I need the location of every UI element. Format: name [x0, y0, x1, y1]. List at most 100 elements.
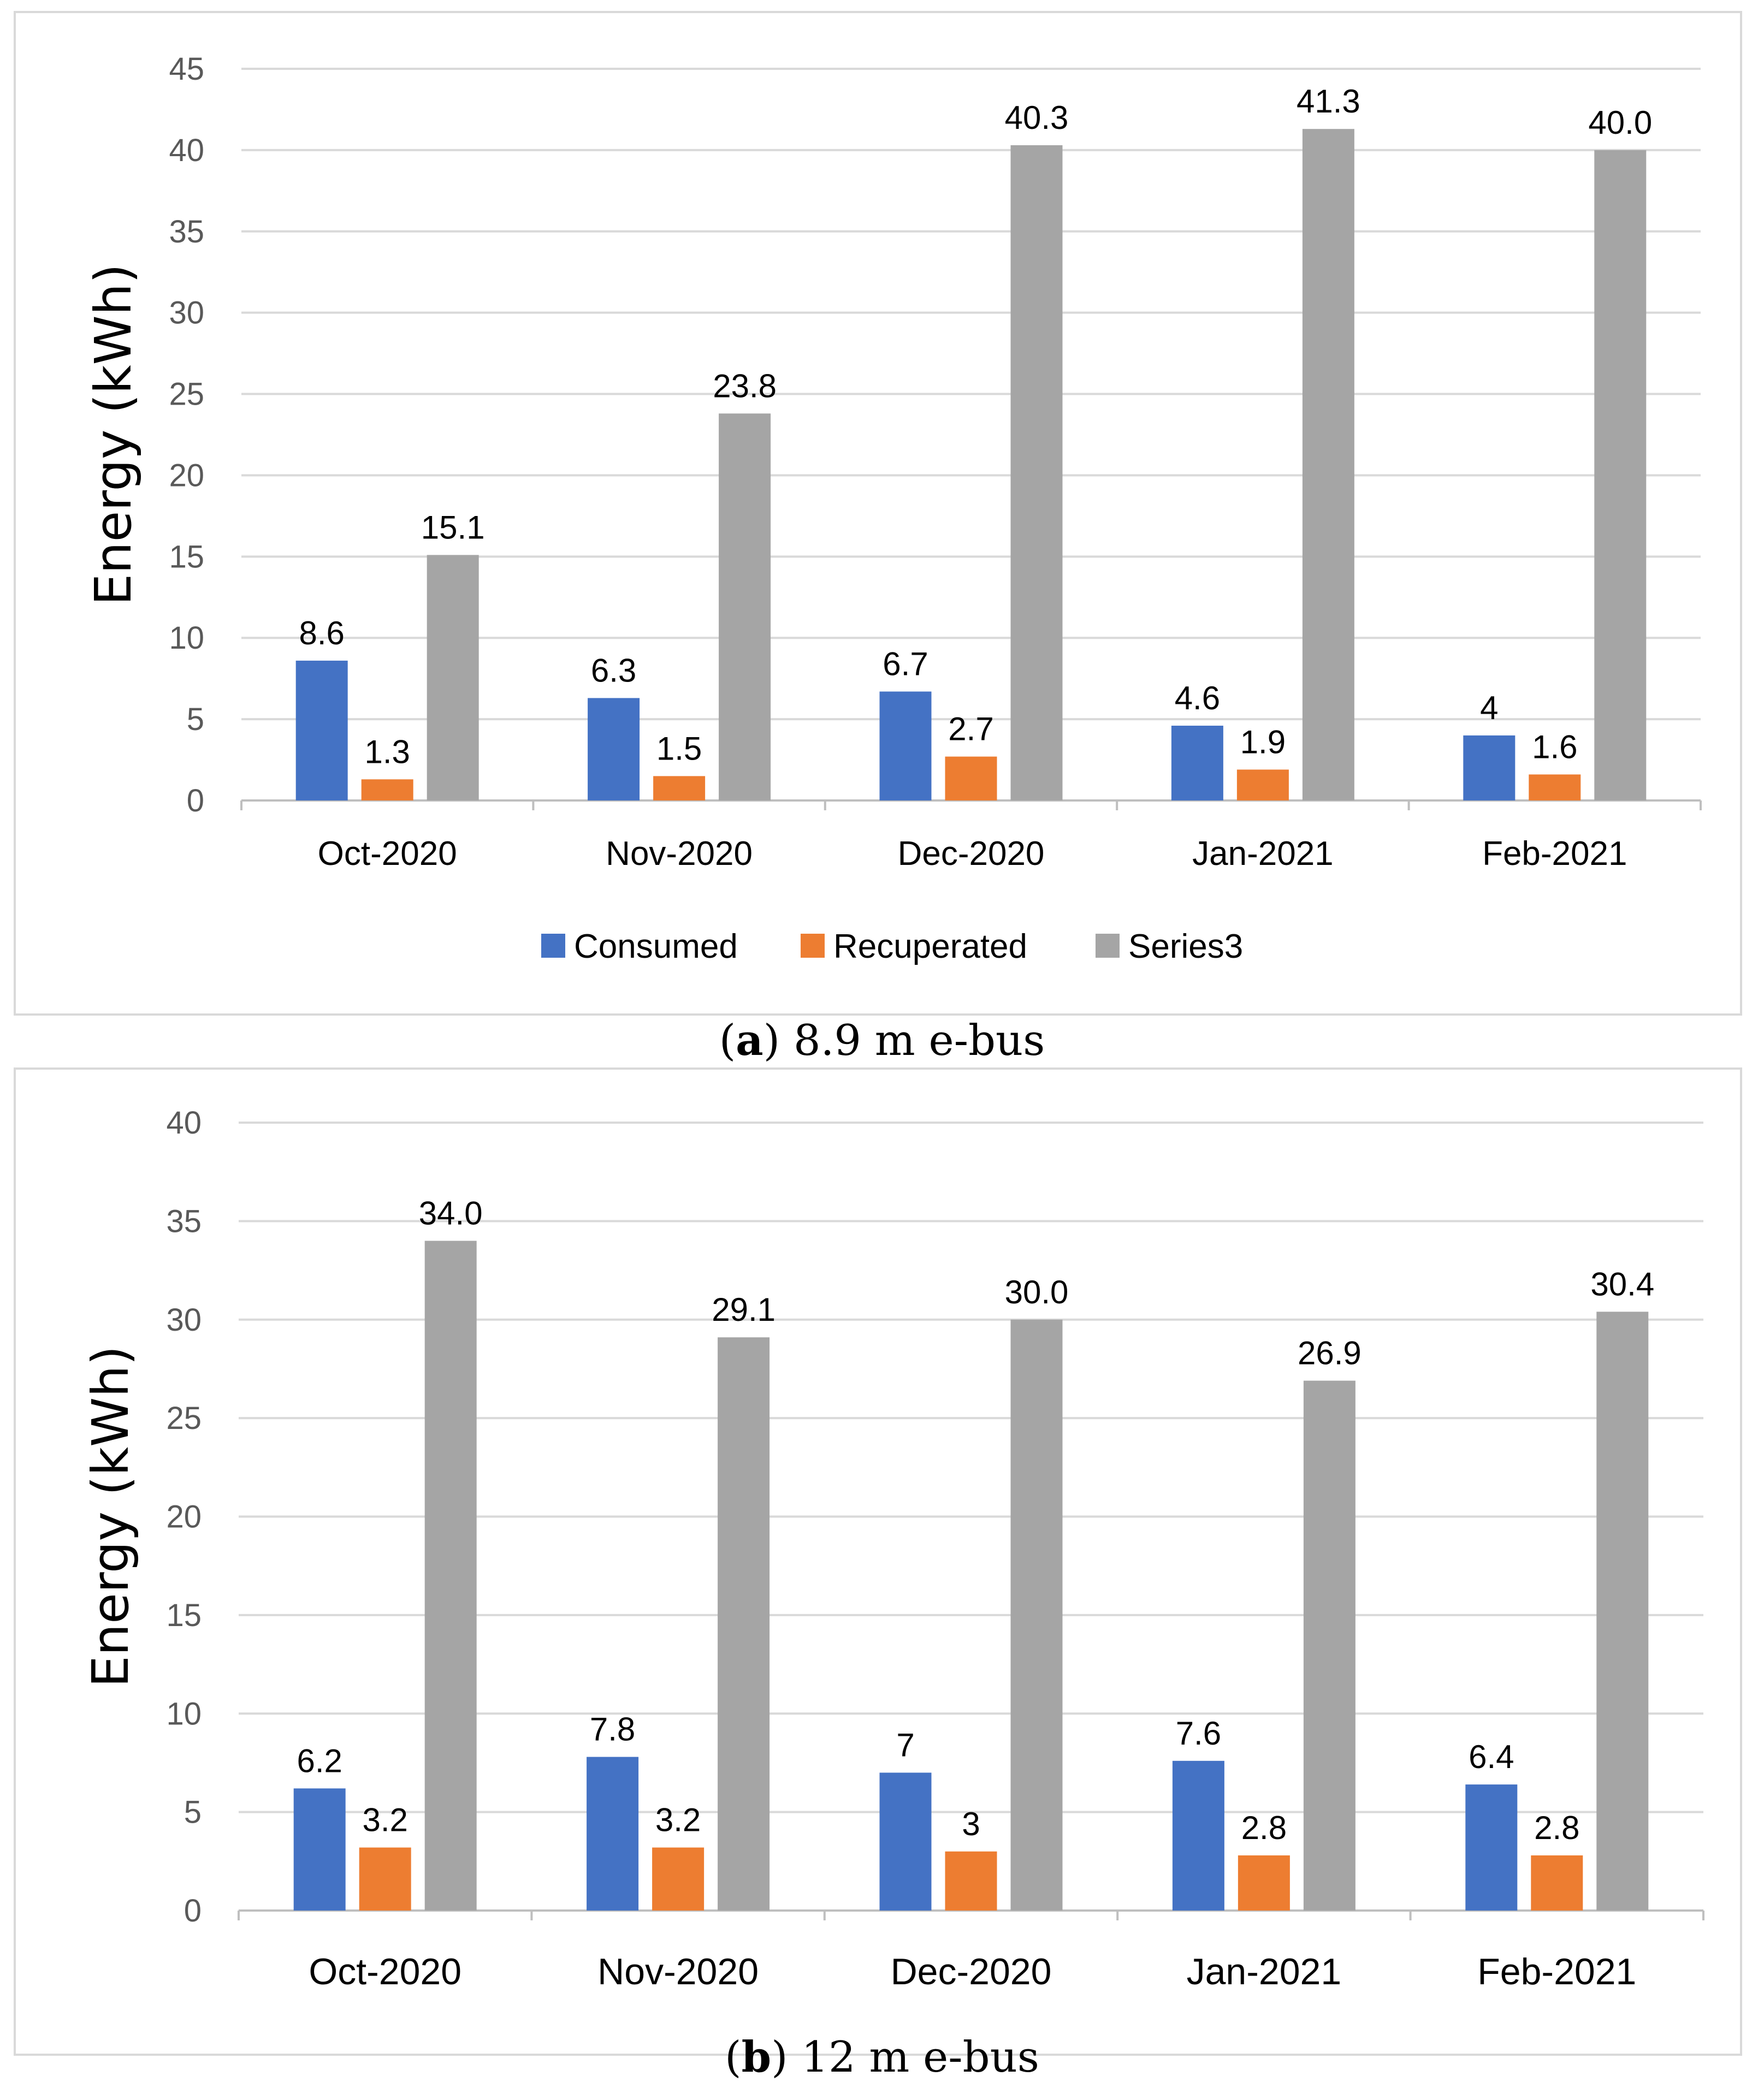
- chart-a-ytick-label: 40: [169, 133, 204, 168]
- chart-a-data-label: 23.8: [713, 367, 777, 404]
- chart-b-data-label: 7.8: [590, 1711, 635, 1748]
- chart-a-data-label: 4.6: [1175, 680, 1220, 716]
- chart-a-legend-swatch-consumed: [541, 934, 565, 958]
- chart-a-ytick-label: 25: [169, 377, 204, 412]
- chart-a-xtick-label: Feb-2021: [1482, 835, 1627, 873]
- chart-a-ytick-label: 10: [169, 620, 204, 656]
- chart-b-ytick-label: 15: [166, 1598, 202, 1633]
- chart-b: 0 5 10 15 20 25 30 35 40 6.2 3.2 34.0 Oct-2020 7.8 3.2…: [81, 1105, 1704, 1992]
- chart-a-bar-recuperated: [1236, 769, 1289, 800]
- chart-b-ytick-label: 40: [166, 1105, 202, 1141]
- chart-b-data-label: 2.8: [1534, 1810, 1579, 1846]
- chart-a-bar-series3: [1010, 145, 1063, 800]
- chart-b-data-label: 3.2: [655, 1802, 701, 1838]
- chart-b-bar-series3: [424, 1241, 477, 1911]
- chart-b-bar-recuperated: [1531, 1855, 1583, 1911]
- chart-a-data-label: 1.6: [1532, 728, 1577, 765]
- chart-a-legend-label: Series3: [1128, 928, 1243, 965]
- chart-a-data-label: 6.3: [591, 652, 636, 689]
- chart-a-legend-label: Consumed: [574, 928, 738, 965]
- chart-b-data-label: 7.6: [1176, 1715, 1221, 1752]
- chart-a-data-label: 1.3: [364, 733, 410, 770]
- chart-b-bar-series3: [1010, 1319, 1063, 1911]
- chart-a-data-label: 2.7: [948, 711, 993, 748]
- chart-b-ytick-label: 10: [166, 1696, 202, 1731]
- chart-a-data-label: 6.7: [883, 645, 928, 682]
- chart-a-ytick-label: 45: [169, 51, 204, 87]
- chart-b-bar-consumed: [293, 1788, 346, 1911]
- chart-a-ytick-label: 35: [169, 214, 204, 250]
- caption-a-text: 8.9 m e-bus: [780, 1016, 1045, 1065]
- chart-b-ytick-label: 20: [166, 1499, 202, 1535]
- chart-b-xtick-label: Jan-2021: [1187, 1951, 1342, 1992]
- chart-a-xtick-label: Dec-2020: [898, 835, 1045, 873]
- chart-a-ytick-label: 30: [169, 295, 204, 331]
- chart-b-xtick-label: Dec-2020: [891, 1951, 1052, 1992]
- chart-a-data-label: 8.6: [299, 615, 344, 651]
- chart-a-data-label: 40.3: [1005, 99, 1069, 136]
- chart-b-xtick-label: Nov-2020: [597, 1951, 759, 1992]
- chart-a-xtick-label: Jan-2021: [1192, 835, 1334, 873]
- chart-a-bar-recuperated: [945, 756, 997, 800]
- chart-a-bar-recuperated: [653, 776, 706, 800]
- chart-a-data-label: 1.9: [1240, 723, 1286, 760]
- chart-a-data-label: 41.3: [1297, 83, 1360, 120]
- chart-a-ytick-label: 15: [169, 539, 204, 574]
- chart-b-bar-consumed: [1465, 1784, 1518, 1911]
- chart-a-bar-series3: [1302, 129, 1354, 801]
- chart-a-bar-series3: [719, 413, 771, 800]
- chart-a-bar-consumed: [588, 698, 640, 800]
- chart-b-bar-series3: [1303, 1380, 1355, 1911]
- chart-a-bar-series3: [1594, 150, 1647, 800]
- chart-b-bar-consumed: [1172, 1760, 1224, 1911]
- chart-b-data-label: 3.2: [362, 1802, 407, 1838]
- chart-b-bar-series3: [718, 1337, 770, 1911]
- chart-b-bar-recuperated: [359, 1847, 411, 1911]
- chart-b-ytick-label: 0: [184, 1893, 202, 1929]
- caption-a: (a) 8.9 m e-bus: [719, 1016, 1045, 1065]
- chart-b-data-label: 6.2: [297, 1742, 342, 1779]
- chart-b-data-label: 3: [962, 1806, 980, 1842]
- chart-b-bar-recuperated: [1238, 1855, 1290, 1911]
- chart-b-data-label: 30.4: [1590, 1266, 1654, 1302]
- chart-b-data-label: 34.0: [419, 1195, 483, 1231]
- chart-a-bar-series3: [427, 555, 479, 800]
- chart-a-legend-swatch-recuperated: [801, 934, 825, 958]
- chart-b-y-axis-label: Energy (kWh): [81, 1346, 140, 1688]
- chart-a-bar-consumed: [879, 691, 932, 800]
- chart-a-legend-label: Recuperated: [833, 928, 1027, 965]
- caption-b: (b) 12 m e-bus: [725, 2032, 1039, 2082]
- chart-a-ytick-label: 5: [187, 702, 204, 737]
- chart-a-bar-recuperated: [361, 779, 413, 800]
- chart-a-bar-recuperated: [1529, 774, 1581, 800]
- chart-b-data-label: 2.8: [1241, 1810, 1287, 1846]
- chart-b-data-label: 6.4: [1469, 1739, 1514, 1775]
- caption-a-letter: a: [736, 1016, 763, 1065]
- chart-a-bar-consumed: [295, 660, 348, 800]
- chart-a: 0 5 10 15 20 25 30 35 40 45 8.6 1.3 15.1 Oct-2020 6.3 1…: [84, 51, 1702, 965]
- chart-a-data-label: 1.5: [656, 730, 702, 767]
- chart-b-xtick-label: Oct-2020: [309, 1951, 461, 1992]
- chart-a-data-label: 40.0: [1588, 104, 1652, 141]
- chart-a-data-label: 4: [1480, 690, 1498, 726]
- chart-b-ytick-label: 35: [166, 1203, 202, 1239]
- chart-a-y-axis-label: Energy (kWh): [84, 264, 143, 606]
- chart-b-bar-recuperated: [945, 1851, 997, 1911]
- chart-b-ytick-label: 30: [166, 1302, 202, 1338]
- chart-a-ytick-label: 0: [187, 783, 204, 818]
- chart-a-xtick-label: Nov-2020: [606, 835, 753, 873]
- chart-b-ytick-label: 25: [166, 1401, 202, 1436]
- chart-a-data-label: 15.1: [421, 509, 485, 545]
- chart-a-xtick-label: Oct-2020: [318, 835, 457, 873]
- chart-b-frame: 0 5 10 15 20 25 30 35 40 6.2 3.2 34.0 Oct-2020 7.8 3.2…: [14, 1067, 1742, 2056]
- chart-b-bar-series3: [1596, 1312, 1649, 1911]
- chart-b-data-label: 7: [896, 1727, 914, 1763]
- chart-b-bar-consumed: [587, 1757, 639, 1911]
- caption-b-text: 12 m e-bus: [788, 2033, 1039, 2082]
- chart-b-bar-recuperated: [652, 1847, 705, 1911]
- chart-a-bar-consumed: [1463, 735, 1516, 800]
- chart-b-data-label: 26.9: [1298, 1335, 1362, 1372]
- chart-a-legend-swatch-series3: [1096, 934, 1120, 958]
- chart-b-xtick-label: Feb-2021: [1477, 1951, 1636, 1992]
- chart-b-data-label: 29.1: [712, 1291, 776, 1328]
